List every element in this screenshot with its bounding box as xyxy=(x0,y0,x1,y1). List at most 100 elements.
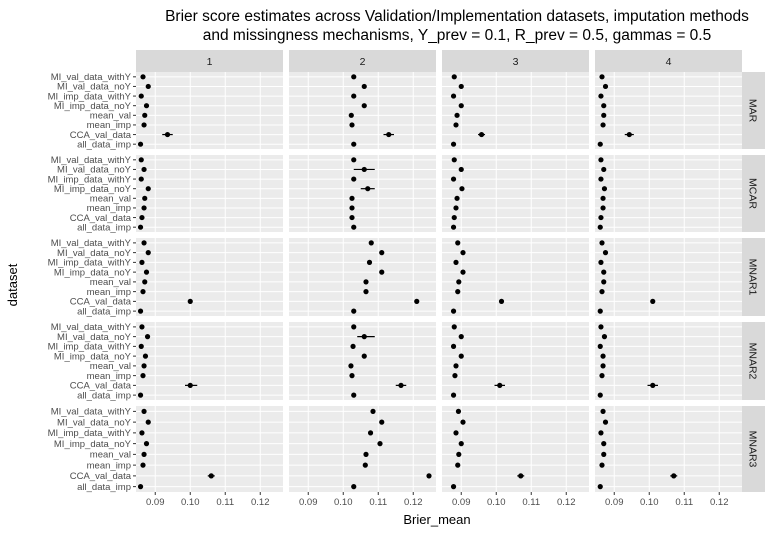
data-point xyxy=(137,392,144,398)
data-point xyxy=(597,224,603,230)
y-tick-label: all_data_imp xyxy=(77,222,131,233)
data-point xyxy=(600,205,606,211)
data-point xyxy=(456,279,462,285)
data-point xyxy=(365,186,371,192)
x-tick-label: 0.12 xyxy=(251,497,270,508)
y-tick-label: MI_imp_data_withY xyxy=(48,258,132,269)
data-point xyxy=(450,343,457,349)
data-point xyxy=(600,353,606,359)
data-point xyxy=(599,289,605,295)
panel-background xyxy=(595,238,742,316)
data-point xyxy=(455,240,461,246)
data-point xyxy=(458,334,464,340)
x-tick-label: 0.09 xyxy=(299,497,318,508)
data-point xyxy=(601,103,607,109)
data-point xyxy=(351,392,357,398)
data-point xyxy=(597,343,603,349)
data-point xyxy=(601,441,607,447)
y-tick-label: MI_imp_data_noY xyxy=(54,267,132,278)
data-point xyxy=(142,279,148,285)
data-point xyxy=(377,441,383,447)
data-point xyxy=(498,298,505,304)
data-point xyxy=(141,166,147,173)
panel-background xyxy=(136,238,283,316)
data-point xyxy=(351,324,357,330)
data-point xyxy=(350,343,356,349)
data-point xyxy=(455,289,461,295)
data-point xyxy=(363,289,369,295)
data-point xyxy=(598,214,604,221)
y-tick-label: all_data_imp xyxy=(77,139,131,150)
y-tick-label: all_data_imp xyxy=(77,482,131,493)
y-tick-label: MI_imp_data_noY xyxy=(54,101,132,112)
data-point xyxy=(671,473,677,479)
y-tick-label: mean_val xyxy=(90,361,131,372)
panel-background xyxy=(289,406,436,492)
panel-background xyxy=(136,406,283,492)
data-point xyxy=(366,259,373,265)
data-point xyxy=(598,157,604,163)
data-point xyxy=(458,166,464,173)
data-point xyxy=(363,451,369,457)
column-strip-label: 2 xyxy=(360,56,366,68)
data-point xyxy=(208,473,214,479)
panel-background xyxy=(136,322,283,400)
panel-background xyxy=(442,155,589,232)
data-point xyxy=(379,269,385,275)
data-point xyxy=(460,269,466,275)
y-tick-label: mean_val xyxy=(90,194,131,205)
row-strip xyxy=(742,72,765,149)
data-point xyxy=(143,103,150,109)
data-point xyxy=(426,473,432,479)
data-point xyxy=(141,205,147,211)
x-tick-label: 0.11 xyxy=(522,497,540,508)
y-tick-label: mean_imp xyxy=(87,460,131,471)
data-point xyxy=(349,205,355,211)
data-point xyxy=(450,93,457,99)
data-point xyxy=(145,186,151,192)
data-point xyxy=(145,83,151,90)
data-point xyxy=(348,363,354,369)
data-point xyxy=(599,74,605,80)
x-tick-label: 0.09 xyxy=(146,497,165,508)
y-tick-label: mean_imp xyxy=(87,371,131,382)
data-point xyxy=(137,484,144,490)
data-point xyxy=(143,441,150,447)
data-point xyxy=(451,324,457,330)
data-point xyxy=(139,324,145,330)
data-point xyxy=(138,93,144,99)
data-point xyxy=(455,462,461,468)
data-point xyxy=(453,430,459,436)
y-tick-label: CCA_val_data xyxy=(70,471,132,482)
panel-background xyxy=(442,238,589,316)
chart-title-line-1: Brier score estimates across Validation/… xyxy=(165,8,749,25)
row-strip-label: MCAR xyxy=(747,178,759,209)
x-tick-label: 0.09 xyxy=(605,497,624,508)
column-strip-label: 3 xyxy=(513,56,519,68)
data-point xyxy=(367,430,374,436)
column-strip-label: 1 xyxy=(207,56,213,68)
data-point xyxy=(138,176,144,182)
data-point xyxy=(361,83,367,90)
data-point xyxy=(456,451,462,457)
column-strip xyxy=(442,50,589,72)
panel-background xyxy=(442,322,589,400)
data-point xyxy=(601,186,608,192)
data-point xyxy=(450,141,457,147)
y-tick-label: all_data_imp xyxy=(77,306,131,317)
data-point xyxy=(141,122,147,128)
data-point xyxy=(600,408,606,414)
data-point xyxy=(600,122,606,128)
row-strip xyxy=(742,322,765,400)
data-point xyxy=(349,373,355,379)
x-tick-label: 0.11 xyxy=(675,497,693,508)
data-point xyxy=(139,259,145,265)
data-point xyxy=(451,214,457,221)
data-point xyxy=(601,166,607,173)
y-tick-label: all_data_imp xyxy=(77,390,131,401)
data-point xyxy=(351,157,357,163)
data-point xyxy=(450,392,457,398)
data-point xyxy=(140,74,146,80)
data-point xyxy=(351,74,357,80)
